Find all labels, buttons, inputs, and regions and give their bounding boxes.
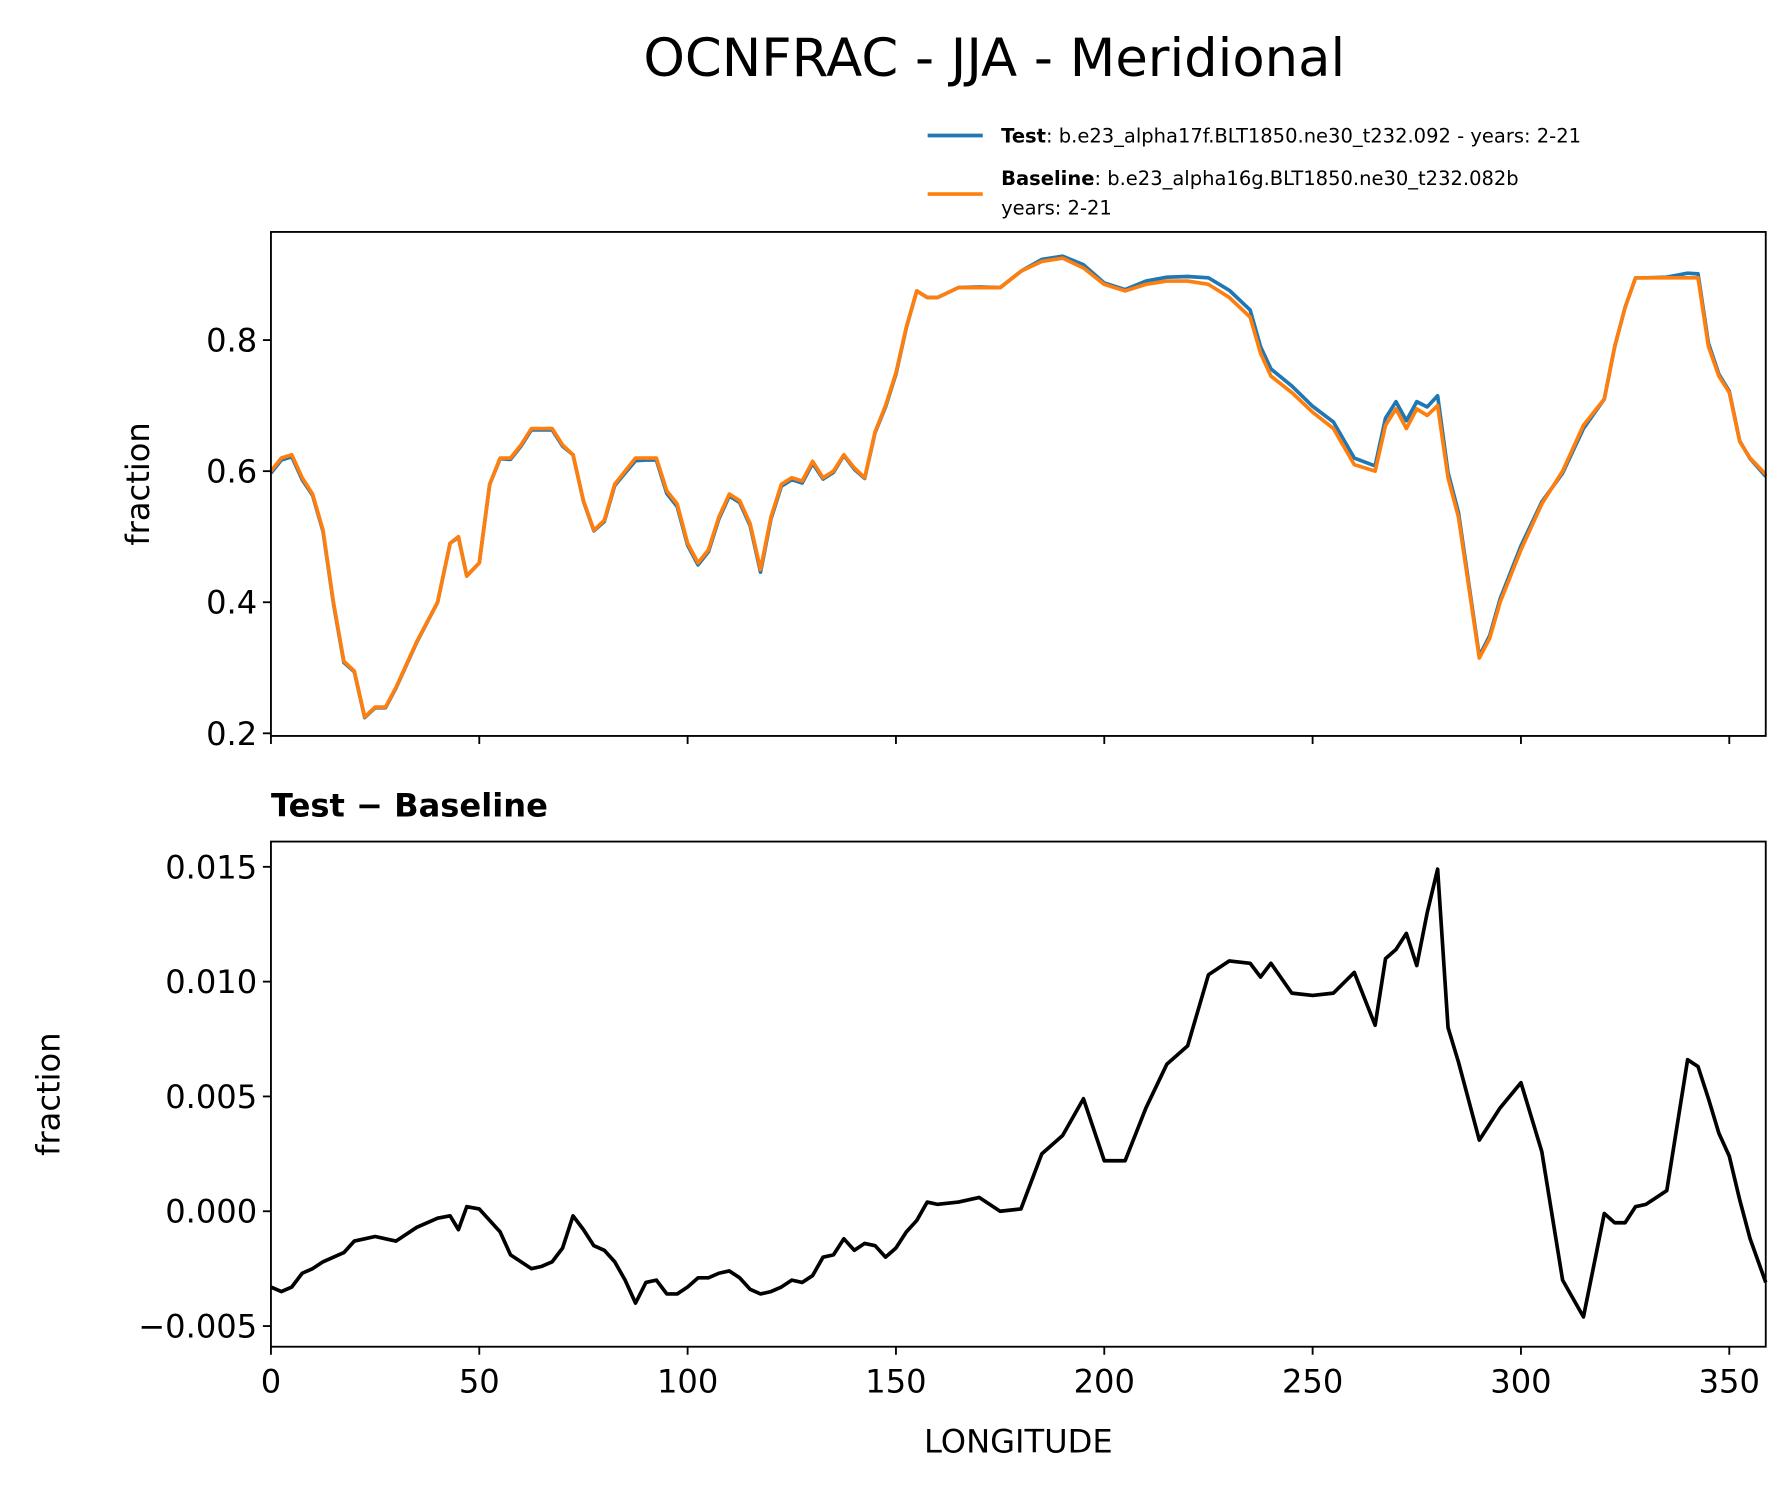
x-tick-label: 200	[1074, 1363, 1135, 1401]
legend-name: Test	[1001, 124, 1046, 147]
x-tick-label: 300	[1490, 1363, 1551, 1401]
x-tick-label: 150	[865, 1363, 926, 1401]
legend-description: : b.e23_alpha17f.BLT1850.ne30_t232.092 -…	[1046, 124, 1581, 147]
data-line	[270, 867, 1768, 1319]
axes-frame	[270, 231, 1767, 737]
legend-name: Baseline	[1001, 167, 1094, 190]
legend-description: : b.e23_alpha16g.BLT1850.ne30_t232.082b	[1094, 167, 1518, 190]
y-axis-label: fraction	[30, 1032, 68, 1155]
y-tick-label: 0.6	[206, 453, 257, 491]
y-tick-label: 0.4	[206, 584, 257, 622]
y-tick-label: 0.2	[206, 715, 257, 753]
data-line	[269, 256, 1768, 719]
x-tick-label: 0	[261, 1363, 281, 1401]
data-line	[269, 254, 1768, 720]
x-tick-label: 50	[459, 1363, 500, 1401]
y-tick-label: 0.015	[165, 848, 257, 886]
x-tick-label: 100	[657, 1363, 718, 1401]
y-tick-label: 0.000	[165, 1193, 257, 1231]
x-axis-label: LONGITUDE	[924, 1422, 1113, 1460]
axes-frame	[270, 840, 1767, 1348]
legend-entry: Baseline: b.e23_alpha16g.BLT1850.ne30_t2…	[1001, 167, 1519, 190]
y-tick-label: 0.8	[206, 322, 257, 360]
y-tick-label: 0.010	[165, 963, 257, 1001]
legend-description: years: 2-21	[1001, 197, 1112, 220]
subplot-title: Test − Baseline	[271, 786, 548, 824]
y-tick-label: −0.005	[138, 1308, 257, 1346]
legend-entry: Test: b.e23_alpha17f.BLT1850.ne30_t232.0…	[1001, 124, 1581, 147]
chart-title: OCNFRAC - JJA - Meridional	[643, 28, 1345, 89]
y-tick-label: 0.005	[165, 1078, 257, 1116]
x-tick-label: 350	[1699, 1363, 1760, 1401]
x-tick-label: 250	[1282, 1363, 1343, 1401]
y-axis-label: fraction	[119, 422, 157, 545]
